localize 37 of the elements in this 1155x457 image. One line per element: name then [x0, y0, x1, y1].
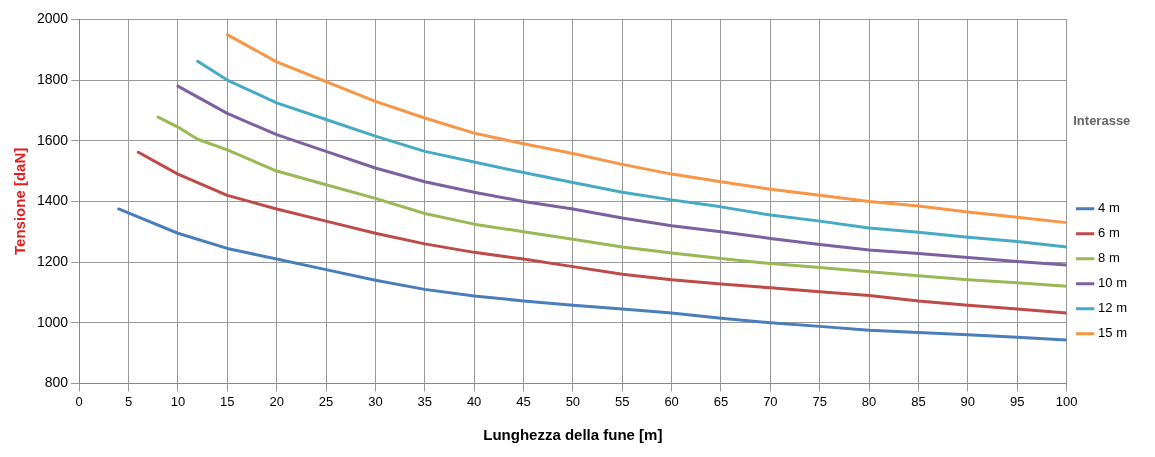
y-tick-label: 1000: [36, 313, 69, 330]
x-tick-label: 45: [516, 393, 531, 409]
legend-title: Interasse: [1073, 112, 1131, 128]
legend-label: 12 m: [1098, 300, 1128, 316]
x-tick-label: 35: [417, 393, 432, 409]
x-tick-label: 10: [170, 393, 186, 409]
x-tick-label: 90: [960, 393, 976, 409]
legend-label: 4 m: [1098, 200, 1120, 216]
x-tick-label: 25: [318, 393, 334, 409]
x-tick-label: 60: [664, 393, 679, 409]
legend-label: 10 m: [1098, 275, 1128, 291]
y-axis-title: Tensione [daN]: [11, 147, 29, 256]
y-tick-label: 2000: [36, 10, 69, 27]
legend-label: 6 m: [1098, 225, 1120, 241]
x-tick-label: 20: [269, 393, 284, 409]
x-tick-label: 80: [861, 393, 877, 409]
x-tick-label: 15: [220, 393, 235, 409]
x-tick-label: 0: [75, 393, 83, 409]
x-tick-label: 70: [763, 393, 778, 409]
x-axis-title: Lunghezza della fune [m]: [483, 426, 663, 444]
x-tick-label: 40: [466, 393, 482, 409]
x-tick-label: 85: [911, 393, 926, 409]
x-tick-label: 5: [124, 393, 133, 409]
legend-label: 15 m: [1098, 325, 1128, 341]
x-tick-label: 65: [713, 393, 729, 409]
x-tick-label: 30: [368, 393, 383, 409]
y-tick-label: 800: [44, 374, 69, 391]
legend-label: 8 m: [1098, 250, 1120, 266]
y-tick-label: 1800: [36, 70, 69, 87]
x-tick-label: 50: [565, 393, 581, 409]
y-tick-label: 1400: [36, 192, 69, 209]
x-tick-label: 75: [812, 393, 827, 409]
y-tick-label: 1600: [36, 131, 69, 148]
y-tick-label: 1200: [36, 252, 69, 269]
x-tick-label: 95: [1009, 393, 1025, 409]
x-tick-label: 55: [615, 393, 630, 409]
x-tick-label: 100: [1055, 393, 1078, 409]
